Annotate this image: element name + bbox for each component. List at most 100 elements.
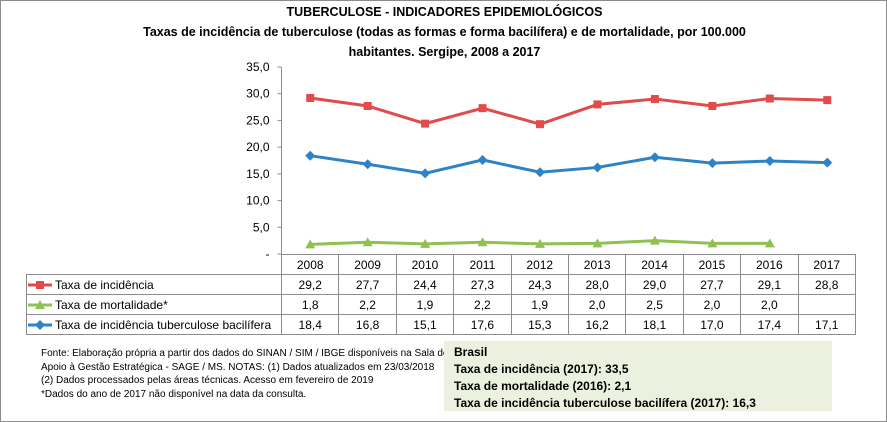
year-header: 2017 [797, 254, 856, 275]
data-point-square [708, 102, 717, 111]
data-point-diamond [822, 157, 833, 168]
year-header: 2008 [280, 254, 340, 275]
data-point-triangle [362, 237, 373, 247]
table-row: Taxa de incidência tuberculose bacilífer… [26, 314, 856, 335]
data-point-diamond [764, 156, 775, 167]
y-tick-label: 30,0 [246, 87, 270, 101]
y-tick-label: 20,0 [246, 140, 270, 154]
data-label: 15,3 [510, 314, 569, 335]
data-point-triangle [764, 238, 775, 248]
data-label: 17,6 [453, 314, 512, 335]
table-row: Taxa de incidência 29,2 27,7 24,4 27,3 24,3 28… [26, 274, 856, 295]
data-label: 1,9 [395, 294, 455, 315]
data-point-diamond [592, 162, 603, 173]
data-point-diamond [477, 154, 488, 165]
data-point-square [478, 104, 487, 113]
y-tick-label: 5,0 [253, 220, 270, 234]
legend-triangle-icon [28, 300, 52, 310]
data-label: 17,4 [740, 314, 799, 335]
year-header: 2010 [395, 254, 455, 275]
data-point-diamond [707, 158, 718, 169]
chart-subtitle-1: Taxas de incidência de tuberculose (toda… [143, 25, 746, 39]
data-label: 24,4 [395, 274, 455, 295]
year-header: 2012 [510, 254, 569, 275]
data-point-diamond [420, 168, 431, 179]
data-point-triangle [535, 238, 546, 248]
data-label: 1,8 [280, 294, 340, 315]
data-label: 27,7 [682, 274, 742, 295]
series-label: Taxa de mortalidade* [55, 297, 168, 312]
data-label: 16,8 [338, 314, 397, 335]
data-point-diamond [305, 150, 316, 161]
data-label: 2,0 [740, 294, 799, 315]
data-label: 27,3 [453, 274, 512, 295]
series-line [310, 154, 828, 175]
year-header: 2016 [740, 254, 799, 275]
y-tick-label: - [266, 247, 270, 261]
data-point-diamond [649, 152, 660, 163]
data-point-square [421, 119, 430, 128]
data-point-square [593, 100, 602, 109]
legend-square-icon [28, 281, 52, 290]
data-label: 29,1 [740, 274, 799, 295]
series-line [310, 96, 828, 126]
data-point-square [306, 93, 315, 102]
year-header: 2009 [338, 254, 397, 275]
source-line: *Dados do ano de 2017 não disponível na … [41, 388, 307, 400]
data-label: 2,2 [338, 294, 397, 315]
data-point-square [650, 95, 659, 104]
data-label [797, 294, 856, 315]
line-chart: - 5,0 10,0 15,0 20,0 25,0 30,0 35,0 [246, 60, 833, 261]
brasil-summary-box: Brasil Taxa de incidência (2017): 33,5 T… [444, 341, 832, 411]
legend-diamond-icon [28, 320, 52, 331]
data-point-triangle [592, 238, 603, 248]
data-label: 28,0 [567, 274, 627, 295]
data-label: 24,3 [510, 274, 569, 295]
data-label: 18,4 [280, 314, 340, 335]
chart-title: TUBERCULOSE - INDICADORES EPIDEMIOLÓGICO… [286, 5, 603, 19]
data-label: 17,0 [682, 314, 742, 335]
brasil-line: Taxa de incidência tuberculose bacilífer… [454, 396, 756, 410]
y-tick-label: 25,0 [246, 113, 270, 127]
data-point-square [363, 102, 372, 111]
data-label: 27,7 [338, 274, 397, 295]
brasil-heading: Brasil [454, 345, 488, 359]
data-label: 29,2 [280, 274, 340, 295]
source-line: (2) Dados processados pelas áreas técnic… [41, 375, 374, 386]
series-label: Taxa de incidência [55, 277, 154, 292]
data-label: 28,8 [797, 274, 856, 295]
data-point-square [823, 96, 832, 105]
year-header: 2014 [625, 254, 684, 275]
brasil-line: Taxa de mortalidade (2016): 2,1 [454, 379, 632, 393]
data-point-triangle [649, 235, 660, 245]
data-point-triangle [420, 238, 431, 248]
source-line: Apoio à Gestão Estratégica - SAGE / MS. … [41, 361, 435, 373]
data-label: 17,1 [797, 314, 856, 335]
data-label: 2,0 [567, 294, 627, 315]
table-row: Taxa de mortalidade* 1,8 2,2 1,9 2,2 1,9 2,0 2,… [26, 294, 856, 315]
data-point-triangle [477, 237, 488, 247]
y-tick-label: 15,0 [246, 167, 270, 181]
data-label: 29,0 [625, 274, 684, 295]
chart-subtitle-2: habitantes. Sergipe, 2008 a 2017 [348, 45, 541, 59]
data-label: 2,5 [625, 294, 684, 315]
y-tick-label: 10,0 [246, 194, 270, 208]
source-notes: Fonte: Elaboração própria a partir dos d… [41, 347, 448, 401]
data-label: 18,1 [625, 314, 684, 335]
year-header: 2013 [567, 254, 627, 275]
data-point-diamond [362, 159, 373, 170]
y-tick-label: 35,0 [246, 60, 270, 74]
year-header: 2015 [682, 254, 742, 275]
data-label: 2,0 [682, 294, 742, 315]
data-label: 1,9 [510, 294, 569, 315]
table-header-row: 2008 2009 2010 2011 2012 2013 2014 2015 2016 2017 [27, 254, 856, 275]
data-point-triangle [305, 239, 316, 249]
data-point-triangle [707, 238, 718, 248]
data-point-square [765, 94, 774, 103]
data-point-square [536, 120, 545, 129]
source-line: Fonte: Elaboração própria a partir dos d… [41, 348, 449, 359]
data-point-diamond [535, 167, 546, 178]
series-label: Taxa de incidência tuberculose bacilífer… [55, 317, 272, 332]
data-table: 2008 2009 2010 2011 2012 2013 2014 2015 2016 2017… [26, 254, 856, 335]
